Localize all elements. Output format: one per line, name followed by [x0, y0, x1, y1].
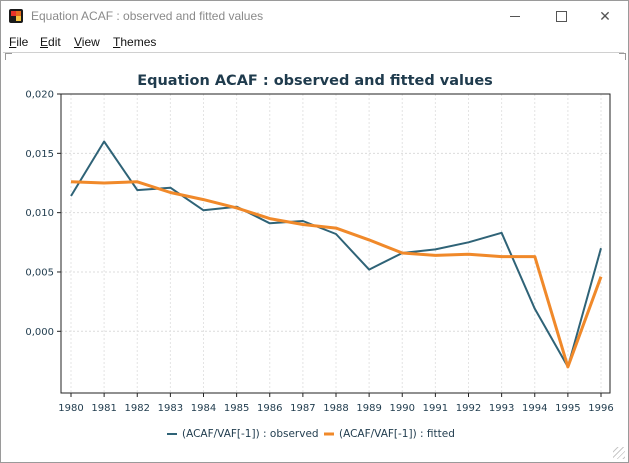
maximize-button[interactable]: [538, 1, 584, 32]
app-icon-orange-square: [16, 11, 21, 16]
maximize-icon: [555, 11, 567, 22]
x-tick-label: 1994: [522, 403, 547, 414]
x-axis: 1980 1981 1982 1983 1984 1985 1986 1987 1988 1989…: [58, 393, 614, 414]
x-tick-label: 1990: [390, 403, 415, 414]
series-line-1: [70, 180, 603, 369]
x-tick-label: 1986: [257, 403, 282, 414]
close-button[interactable]: ✕: [582, 1, 628, 32]
x-tick-label: 1980: [58, 403, 83, 414]
grid-lines: [61, 93, 610, 393]
y-tick-label: 0,005: [25, 267, 54, 278]
minimize-icon: [510, 16, 520, 17]
x-tick-label: 1981: [91, 403, 116, 414]
app-icon-red-square: [11, 11, 16, 16]
panel-corner-marker: [5, 53, 12, 60]
x-tick-label: 1983: [158, 403, 183, 414]
minimize-button[interactable]: [492, 1, 538, 32]
x-tick-label: 1993: [489, 403, 514, 414]
x-tick-label: 1989: [356, 403, 381, 414]
menu-edit[interactable]: Edit: [40, 35, 61, 49]
menu-themes[interactable]: Themes: [113, 35, 157, 49]
x-tick-label: 1982: [125, 403, 150, 414]
x-tick-label: 1987: [290, 403, 315, 414]
legend: (ACAF/VAF[-1]) : observed (ACAF/VAF[-1]) …: [167, 428, 455, 440]
chart-title: Equation ACAF : observed and fitted valu…: [137, 73, 493, 89]
x-tick-label: 1996: [588, 403, 613, 414]
legend-label-1: (ACAF/VAF[-1]) : fitted: [339, 428, 455, 440]
y-tick-label: 0,015: [25, 149, 54, 160]
close-icon: ✕: [599, 8, 611, 24]
series-lines: [70, 140, 603, 369]
legend-label-0: (ACAF/VAF[-1]) : observed: [182, 428, 319, 440]
window-title: Equation ACAF : observed and fitted valu…: [31, 9, 264, 23]
chart-panel: [3, 52, 624, 460]
menu-bar: File Edit View Themes: [1, 32, 628, 52]
x-tick-label: 1995: [555, 403, 580, 414]
resize-grip[interactable]: [613, 447, 625, 459]
app-icon-yellow-square: [16, 16, 21, 21]
panel-corner-marker: [619, 53, 626, 60]
y-tick-label: 0,010: [25, 208, 54, 219]
y-tick-label: 0,000: [25, 327, 54, 338]
menu-view[interactable]: View: [74, 35, 100, 49]
y-axis: 0,020 0,015 0,010 0,005 0,000: [25, 90, 61, 338]
x-tick-label: 1988: [323, 403, 348, 414]
title-bar[interactable]: Equation ACAF : observed and fitted valu…: [1, 1, 628, 32]
menu-file[interactable]: File: [9, 35, 29, 49]
x-tick-label: 1984: [191, 403, 216, 414]
y-tick-label: 0,020: [25, 90, 54, 101]
x-tick-label: 1992: [456, 403, 481, 414]
app-icon[interactable]: [9, 9, 23, 23]
x-tick-label: 1991: [423, 403, 448, 414]
x-tick-label: 1985: [224, 403, 249, 414]
